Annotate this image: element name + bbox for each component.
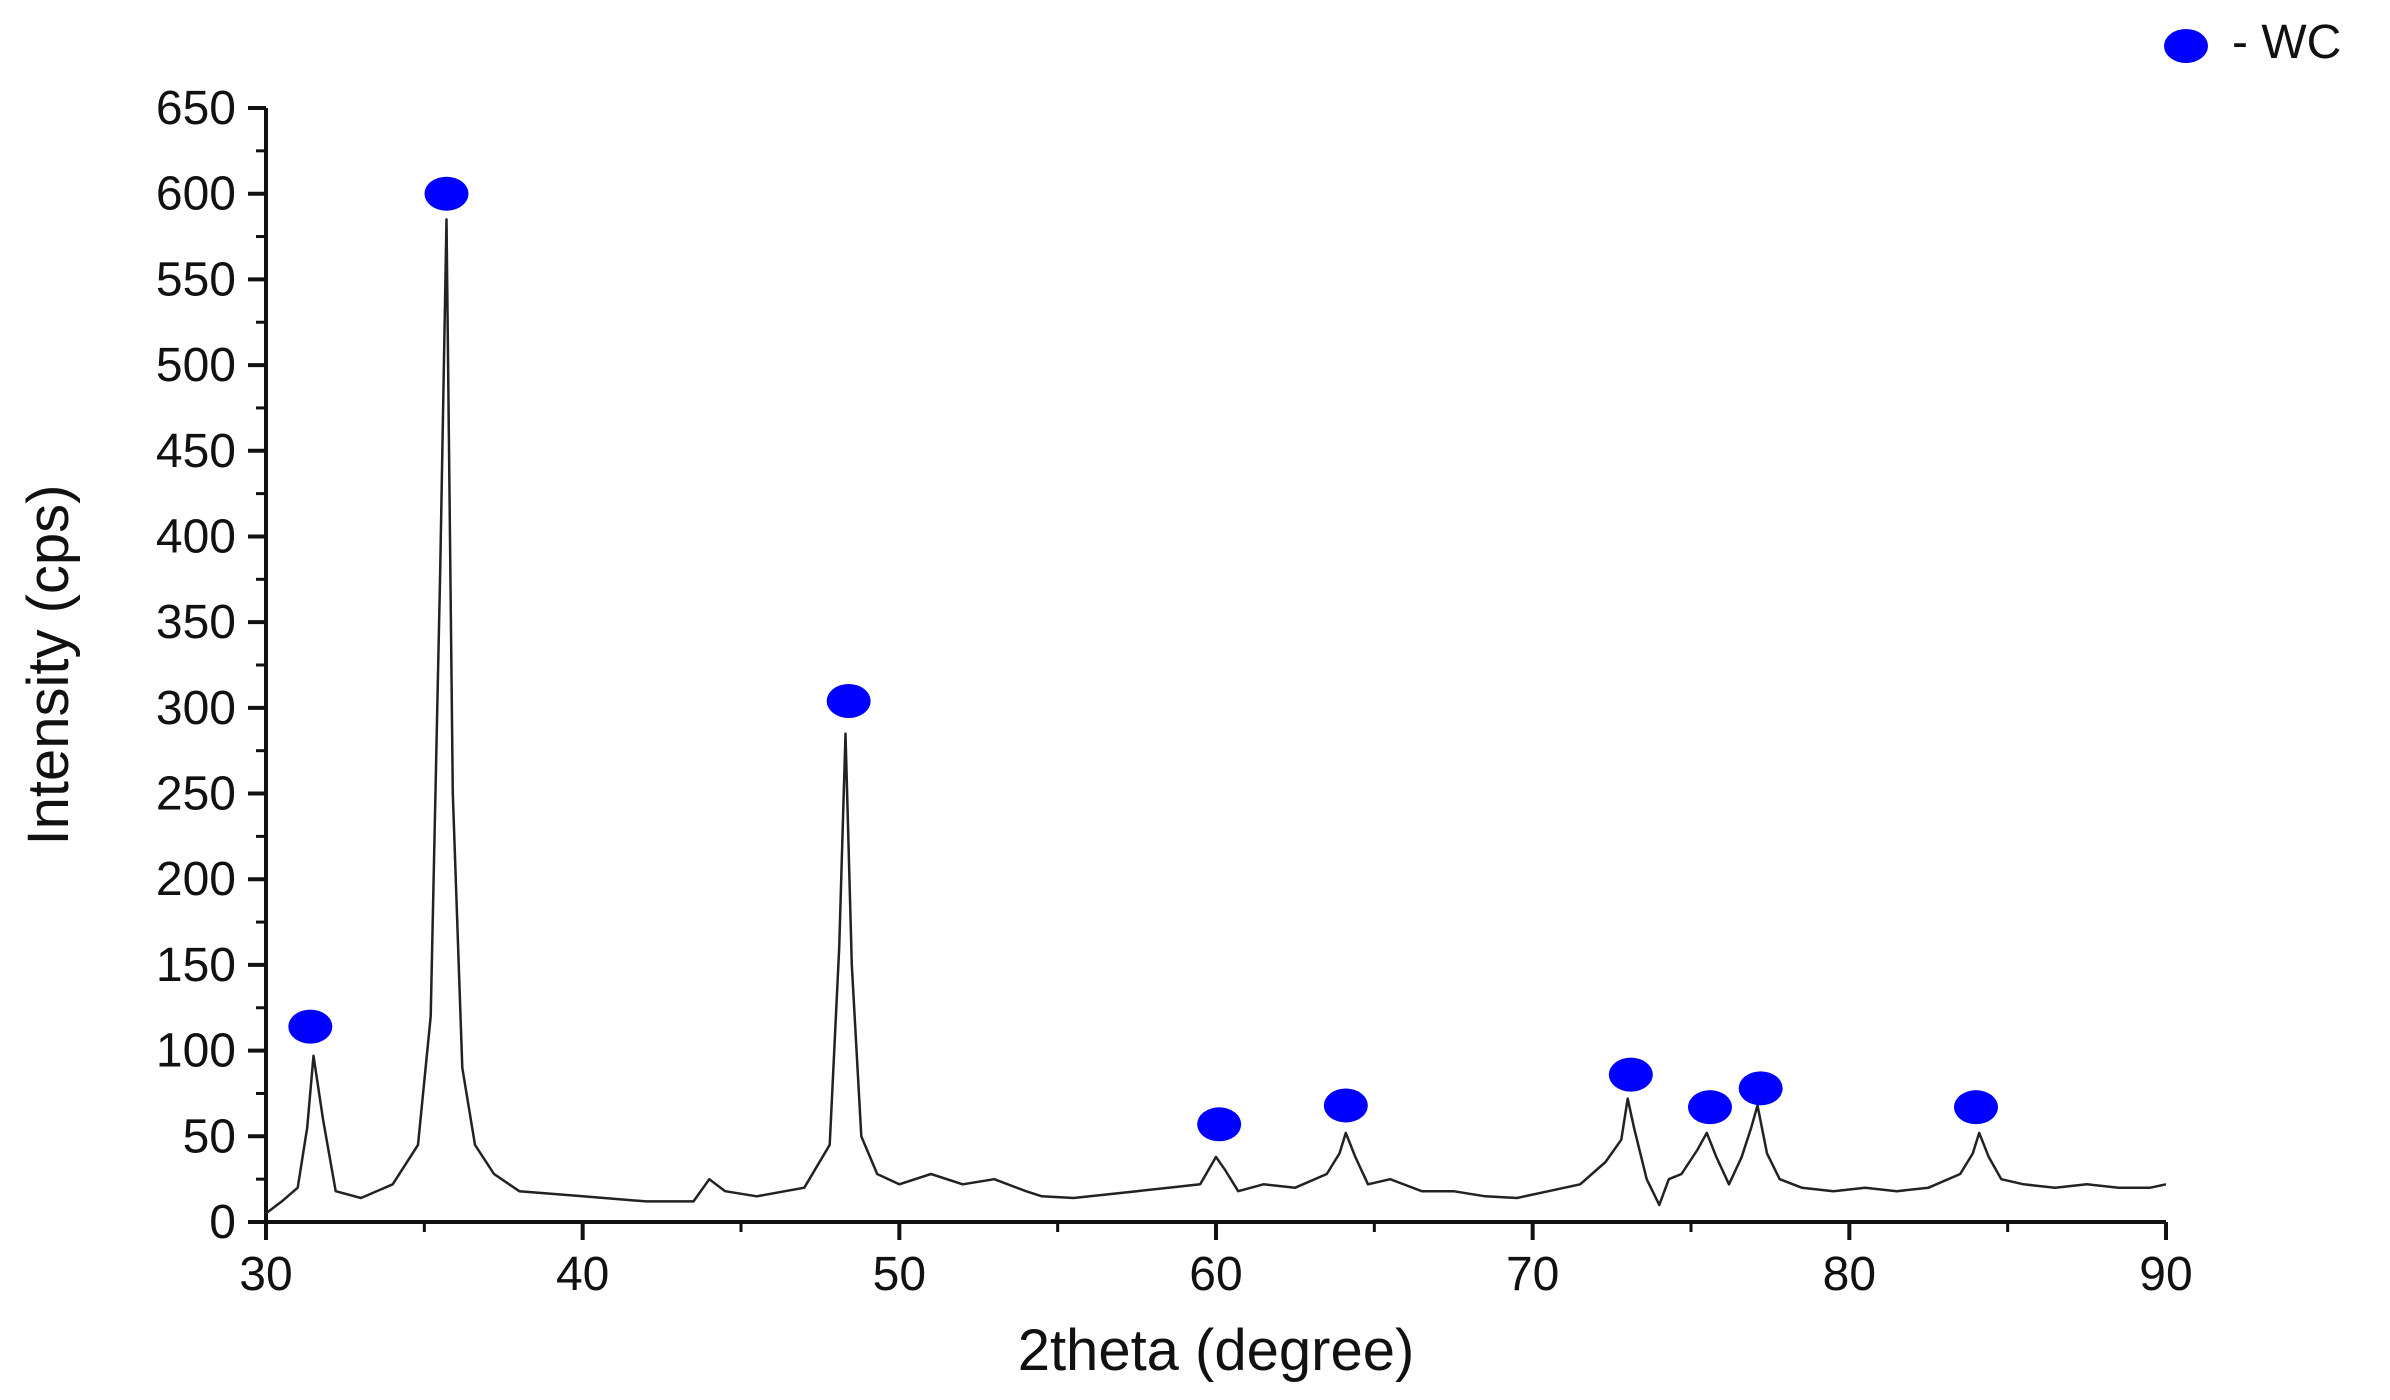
y-tick-label: 450 [156,425,236,478]
x-tick-label: 80 [1823,1248,1876,1301]
y-tick-label: 550 [156,253,236,306]
x-tick-label: 70 [1506,1248,1559,1301]
wc-peak-marker [1608,1057,1653,1092]
x-tick-label: 40 [556,1248,609,1301]
wc-peak-marker [1954,1090,1998,1125]
wc-peak-marker [1197,1107,1242,1142]
wc-peak-marker [826,683,871,718]
y-tick-label: 350 [156,596,236,649]
peak-markers [288,176,1998,1142]
y-tick-label: 500 [156,339,236,392]
y-tick-label: 50 [183,1110,236,1163]
y-tick-label: 0 [209,1196,236,1249]
wc-peak-marker [1688,1090,1732,1125]
wc-peak-marker [288,1009,333,1044]
x-tick-label: 30 [239,1248,292,1301]
x-tick-label: 60 [1189,1248,1242,1301]
x-tick-label: 90 [2139,1248,2192,1301]
y-tick-label: 600 [156,168,236,221]
y-ticks: 0 50 100 150 200 250 300 350 400 450 500 550 600 650 [156,82,266,1249]
x-axis-title: 2theta (degree) [1018,1318,1415,1383]
y-tick-label: 200 [156,853,236,906]
wc-peak-marker [424,176,469,211]
legend: - WC [2164,16,2341,69]
y-tick-label: 150 [156,939,236,992]
y-tick-label: 250 [156,768,236,821]
y-tick-label: 400 [156,510,236,563]
y-tick-label: 100 [156,1025,236,1078]
legend-label: - WC [2232,16,2341,69]
series-layer [265,218,2167,1215]
y-tick-label: 300 [156,682,236,735]
axes: 30 40 50 60 70 80 90 0 50 100 150 200 250 300 350 400 4… [156,82,2193,1301]
y-axis-title: Intensity (cps) [16,485,81,846]
x-tick-label: 50 [873,1248,926,1301]
x-ticks: 30 40 50 60 70 80 90 [239,1222,2193,1301]
legend-marker [2164,29,2208,63]
y-tick-label: 650 [156,82,236,135]
wc-peak-marker [1738,1071,1783,1106]
wc-peak-marker [1323,1088,1368,1123]
series-line [265,218,2167,1215]
